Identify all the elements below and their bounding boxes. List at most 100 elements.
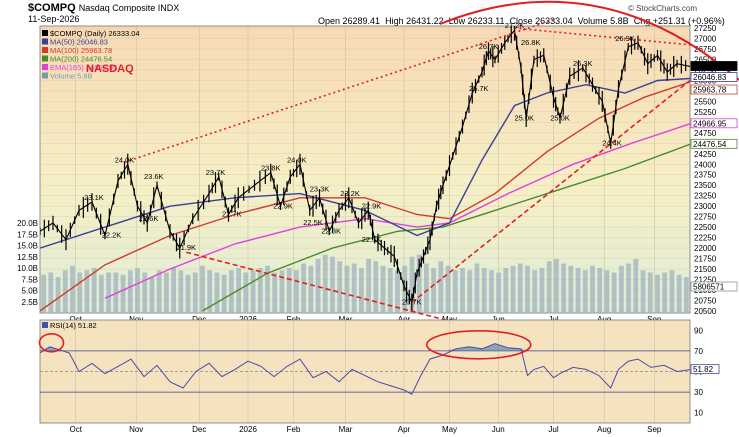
legend-label: $COMPQ (Daily) 26333.04 (50, 29, 140, 38)
volume-value: Volume 5.8B (577, 16, 629, 26)
change-value: Chg +251.31 (+0.96%) (633, 16, 725, 26)
volume-bar (243, 272, 249, 313)
volume-tick-label: 20.0B (17, 219, 38, 228)
volume-bar (120, 274, 126, 313)
rsi-title: RSI(14) 51.82 (50, 321, 97, 330)
rsi-last-value-text: 51.82 (693, 365, 714, 374)
ticker-name: Nasdaq Composite INDX (78, 3, 180, 13)
volume-bar (460, 268, 465, 313)
x-tick-label: Jun (492, 315, 505, 324)
price-annotation: 23.1K (84, 193, 104, 202)
volume-bar (510, 265, 516, 313)
price-annotation: 20.7K (402, 298, 422, 307)
ema165-line (104, 123, 690, 299)
price-axis-label: 5806571 (690, 281, 738, 292)
trendline (514, 27, 691, 46)
volume-bar (250, 270, 256, 313)
y-tick-label: 22250 (694, 234, 717, 243)
volume-bar (662, 272, 668, 313)
y-tick-label: 23750 (694, 171, 717, 180)
rsi-y-tick-label: 30 (694, 388, 703, 397)
legend-swatch (42, 30, 48, 36)
y-tick-label: 23250 (694, 192, 717, 201)
legend-entry: $COMPQ (Daily) 26333.04 (42, 29, 140, 38)
y-tick-label: 25500 (694, 97, 717, 106)
volume-tick-label: 12.5B (17, 253, 38, 262)
volume-bar (178, 270, 184, 313)
volume-tick-label: 5.0B (22, 287, 38, 296)
rsi-x-tick-label: Sep (647, 425, 662, 434)
legend-label: MA(50) 26046.83 (50, 38, 108, 47)
legend-entry: Volume 5.8B (42, 72, 93, 81)
price-annotation: 24.0K (287, 155, 307, 164)
volume-bar (48, 272, 54, 313)
volume-bar (142, 272, 148, 313)
y-tick-label: 20500 (694, 307, 717, 316)
y-tick-label: 24000 (694, 160, 717, 169)
price-axis-label-box (690, 84, 738, 95)
volume-bar (214, 272, 220, 313)
price-annotation: 22.9K (362, 201, 382, 210)
price-annotation: 23.3K (310, 185, 330, 194)
volume-bar (70, 265, 75, 313)
legend-swatch (42, 47, 48, 53)
chart-date: 11-Sep-2026 (28, 14, 80, 24)
volume-bar (496, 272, 502, 313)
high-value: High 26431.22 (385, 16, 444, 26)
volume-bar (149, 277, 155, 313)
price-axis-label-text: 24966.95 (693, 119, 727, 128)
volume-bar (626, 263, 632, 313)
price-axis-label: 24476.54 (690, 138, 738, 149)
y-tick-label: 23500 (694, 181, 717, 190)
rsi-x-tick-label: Nov (129, 425, 143, 434)
x-tick-label: Oct (70, 315, 83, 324)
volume-bar (279, 270, 285, 313)
price-axis-label: 25963.78 (690, 84, 738, 95)
y-tick-label: 26500 (694, 56, 717, 65)
price-annotation: 25.0K (514, 113, 534, 122)
volume-bar (611, 272, 617, 313)
volume-bar (171, 268, 177, 313)
price-axis-label-text: 26333.04 (693, 62, 727, 71)
y-tick-label: 22500 (694, 223, 717, 232)
volume-bar (640, 270, 646, 313)
volume-bar (265, 265, 270, 313)
volume-bar (553, 259, 559, 313)
ticker-title: $COMPQ Nasdaq Composite INDX (28, 2, 179, 14)
price-annotation: 26.3K (573, 59, 593, 68)
volume-bar (55, 277, 61, 313)
y-tick-label: 20750 (694, 296, 717, 305)
low-value: Low 26233.11 (448, 16, 505, 26)
rsi-title-group: RSI(14) 51.82 (42, 321, 97, 330)
price-annotation: 23.7K (206, 168, 226, 177)
price-annotation: 26.8K (521, 38, 541, 47)
price-annotation: 25.0K (550, 113, 570, 122)
y-tick-label: 27250 (694, 24, 717, 33)
price-annotation: 23.8K (261, 164, 281, 173)
price-annotation: 25.7K (469, 84, 489, 93)
rsi-x-tick-label: Aug (597, 425, 611, 434)
volume-tick-label: 10.0B (17, 264, 38, 273)
x-tick-label: Nov (129, 315, 143, 324)
price-annotation: 23.2K (340, 189, 360, 198)
rsi-x-tick-label: Apr (398, 425, 411, 434)
price-annotation: 22.5K (303, 218, 323, 227)
price-annotation: 23.6K (144, 172, 164, 181)
volume-bar (156, 270, 162, 313)
rsi-x-tick-label: Mar (339, 425, 353, 434)
y-tick-label: 22750 (694, 213, 717, 222)
rsi-last-value: 51.82 (690, 364, 720, 374)
volume-bar (582, 270, 588, 313)
price-plot-area (40, 26, 690, 313)
price-annotation: 27.2K (505, 21, 525, 30)
volume-bar (655, 274, 660, 313)
rsi-x-tick-label: 2026 (239, 425, 257, 434)
x-tick-label: Sep (647, 315, 662, 324)
y-tick-label: 24250 (694, 150, 717, 159)
rsi-y-tick-label: 70 (694, 347, 703, 356)
resistance-arc (439, 0, 739, 81)
x-tick-label: Feb (287, 315, 301, 324)
x-tick-label: Apr (398, 315, 411, 324)
legend-swatch (42, 64, 48, 70)
